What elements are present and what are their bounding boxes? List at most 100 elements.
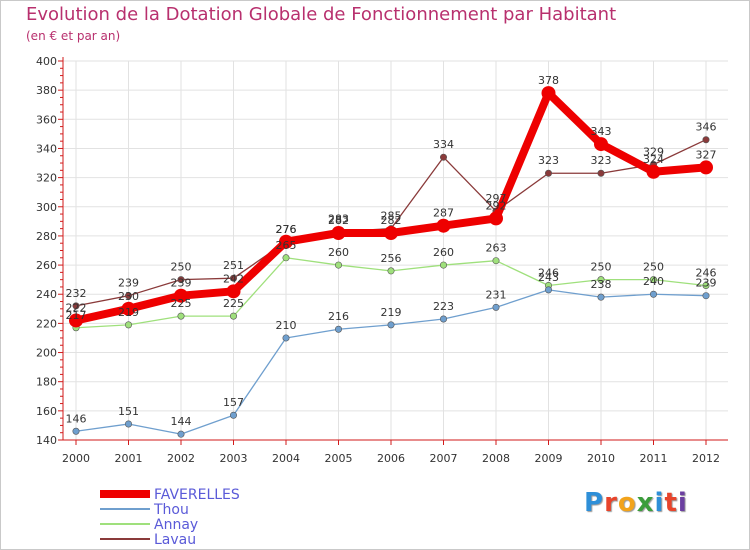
x-tick-label: 2012 (692, 452, 720, 465)
data-point-thou (282, 334, 290, 342)
data-label-annay: 246 (696, 266, 717, 279)
data-point-faverelles (121, 301, 136, 316)
y-tick-label: 260 (36, 259, 57, 272)
data-point-annay (492, 257, 500, 265)
data-point-annay (230, 312, 238, 320)
data-point-thou (439, 315, 447, 323)
x-tick-label: 2007 (430, 452, 458, 465)
data-point-faverelles (69, 313, 83, 328)
data-label-lavau: 323 (591, 154, 612, 167)
y-tick-label: 140 (36, 434, 57, 447)
proxiti-logo: Proxiti (584, 488, 688, 518)
chart-title: Evolution de la Dotation Globale de Fonc… (26, 4, 617, 25)
data-label-thou: 239 (696, 277, 717, 290)
x-tick-label: 2003 (220, 452, 248, 465)
data-point-faverelles (279, 234, 293, 249)
data-point-faverelles (226, 284, 241, 299)
data-label-thou: 210 (276, 319, 297, 332)
data-label-faverelles: 327 (696, 148, 717, 161)
data-label-faverelles: 282 (328, 214, 349, 227)
y-tick-label: 180 (36, 376, 57, 389)
data-point-faverelles (174, 288, 188, 303)
x-tick-label: 2011 (640, 452, 668, 465)
y-tick-label: 380 (36, 84, 57, 97)
y-tick-label: 340 (36, 142, 57, 155)
data-label-annay: 256 (381, 252, 402, 265)
data-label-thou: 231 (486, 288, 507, 301)
data-point-annay (702, 281, 710, 289)
data-label-annay: 250 (591, 261, 612, 274)
data-label-thou: 240 (643, 275, 664, 288)
legend-label: Thou (153, 502, 189, 518)
data-point-thou (387, 321, 395, 329)
data-point-thou (649, 290, 657, 298)
data-point-lavau (544, 169, 552, 177)
data-label-faverelles: 287 (433, 207, 454, 220)
data-point-annay (597, 276, 605, 284)
data-label-thou: 216 (328, 310, 349, 323)
y-tick-label: 160 (36, 405, 57, 418)
data-label-annay: 260 (328, 246, 349, 259)
data-point-annay (649, 276, 657, 284)
data-point-thou (544, 286, 552, 294)
data-label-thou: 238 (591, 278, 612, 291)
legend-label: FAVERELLES (154, 487, 240, 503)
data-point-faverelles (541, 86, 556, 101)
data-label-lavau: 346 (696, 121, 717, 134)
data-point-annay (439, 261, 447, 269)
data-point-lavau (702, 136, 710, 144)
x-tick-label: 2001 (115, 452, 143, 465)
data-point-faverelles (331, 226, 346, 241)
data-point-lavau (72, 302, 80, 310)
data-point-annay (177, 312, 185, 320)
data-point-faverelles (384, 226, 398, 241)
data-label-thou: 243 (538, 271, 559, 284)
legend-label: Annay (154, 517, 198, 533)
data-point-annay (334, 261, 342, 269)
data-label-lavau: 283 (328, 213, 349, 226)
data-label-faverelles: 242 (223, 272, 244, 285)
y-tick-label: 200 (36, 347, 57, 360)
data-label-faverelles: 324 (643, 153, 664, 166)
data-point-annay (282, 254, 290, 262)
data-label-annay: 260 (433, 246, 454, 259)
data-label-faverelles: 230 (118, 290, 139, 303)
data-label-lavau: 285 (381, 210, 402, 223)
x-tick-label: 2009 (535, 452, 563, 465)
data-point-thou (125, 420, 133, 428)
data-point-lavau (230, 274, 238, 282)
data-point-thou (72, 427, 80, 435)
data-point-thou (597, 293, 605, 301)
data-label-lavau: 239 (118, 277, 139, 290)
y-tick-label: 240 (36, 288, 57, 301)
data-label-thou: 144 (171, 415, 192, 428)
data-point-faverelles (436, 218, 451, 233)
y-tick-label: 280 (36, 230, 57, 243)
data-point-faverelles (699, 160, 713, 175)
data-point-annay (125, 321, 133, 329)
x-tick-label: 2002 (167, 452, 195, 465)
data-label-lavau: 251 (223, 259, 244, 272)
data-label-lavau: 232 (66, 287, 87, 300)
data-label-faverelles: 239 (171, 277, 192, 290)
data-label-faverelles: 292 (486, 199, 507, 212)
data-label-annay: 217 (66, 309, 87, 322)
data-point-lavau (597, 169, 605, 177)
data-label-faverelles: 222 (66, 301, 87, 314)
y-tick-label: 320 (36, 172, 57, 185)
data-label-faverelles: 282 (381, 214, 402, 227)
data-point-thou (702, 292, 710, 300)
data-label-faverelles: 276 (276, 223, 297, 236)
data-point-faverelles (489, 211, 503, 226)
data-label-thou: 151 (118, 405, 139, 418)
data-label-faverelles: 343 (591, 125, 612, 138)
chart-subtitle: (en € et par an) (26, 29, 121, 43)
legend-label: Lavau (154, 532, 196, 548)
data-label-lavau: 276 (276, 223, 297, 236)
data-label-faverelles: 378 (538, 74, 559, 87)
data-label-lavau: 334 (433, 138, 454, 151)
data-label-annay: 250 (643, 261, 664, 274)
data-label-thou: 146 (66, 412, 87, 425)
x-tick-label: 2006 (377, 452, 405, 465)
data-point-faverelles (646, 164, 661, 179)
